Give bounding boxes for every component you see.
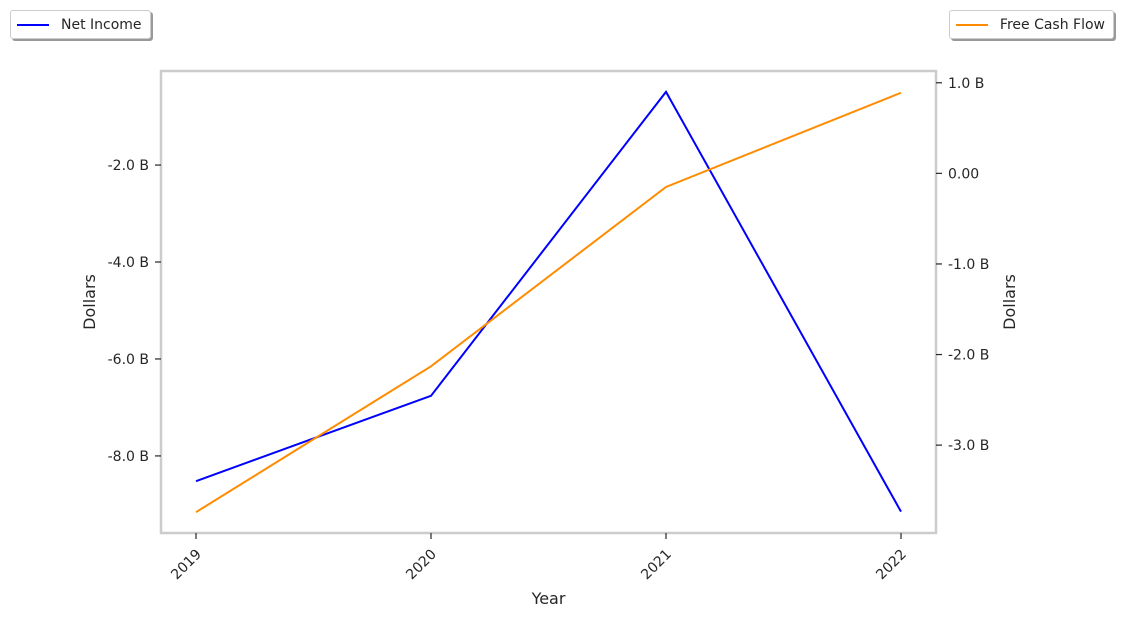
- right-tick-label: 0.00: [948, 166, 979, 182]
- x-tick-label: 2021: [638, 547, 675, 584]
- plot-frame: [159, 69, 938, 535]
- x-axis-label: Year: [531, 589, 566, 608]
- right-tick-label: -2.0 B: [948, 348, 989, 364]
- legend-swatch-free-cash-flow: [955, 23, 988, 26]
- x-tick-label: 2019: [168, 547, 205, 584]
- left-tick-label: -8.0 B: [108, 449, 149, 465]
- legend-net-income: Net Income: [10, 10, 151, 39]
- legend-free-cash-flow: Free Cash Flow: [948, 10, 1114, 39]
- right-tick-label: -1.0 B: [948, 257, 989, 273]
- left-tick-label: -6.0 B: [108, 352, 149, 368]
- right-tick-label: -3.0 B: [948, 438, 989, 454]
- legend-label-free-cash-flow: Free Cash Flow: [999, 16, 1105, 33]
- left-tick-label: -4.0 B: [108, 255, 149, 271]
- left-tick-label: -2.0 B: [108, 158, 149, 174]
- legend-label-net-income: Net Income: [61, 16, 142, 33]
- left-axis-label: Dollars: [80, 274, 99, 330]
- right-tick-label: 1.0 B: [948, 76, 984, 92]
- x-tick-label: 2020: [403, 547, 440, 584]
- series-line-free-cash-flow: [195, 91, 902, 514]
- right-axis-label: Dollars: [1000, 274, 1019, 330]
- x-tick-label: 2022: [873, 547, 910, 584]
- legend-swatch-net-income: [17, 23, 49, 26]
- series-line-net-income: [195, 90, 902, 513]
